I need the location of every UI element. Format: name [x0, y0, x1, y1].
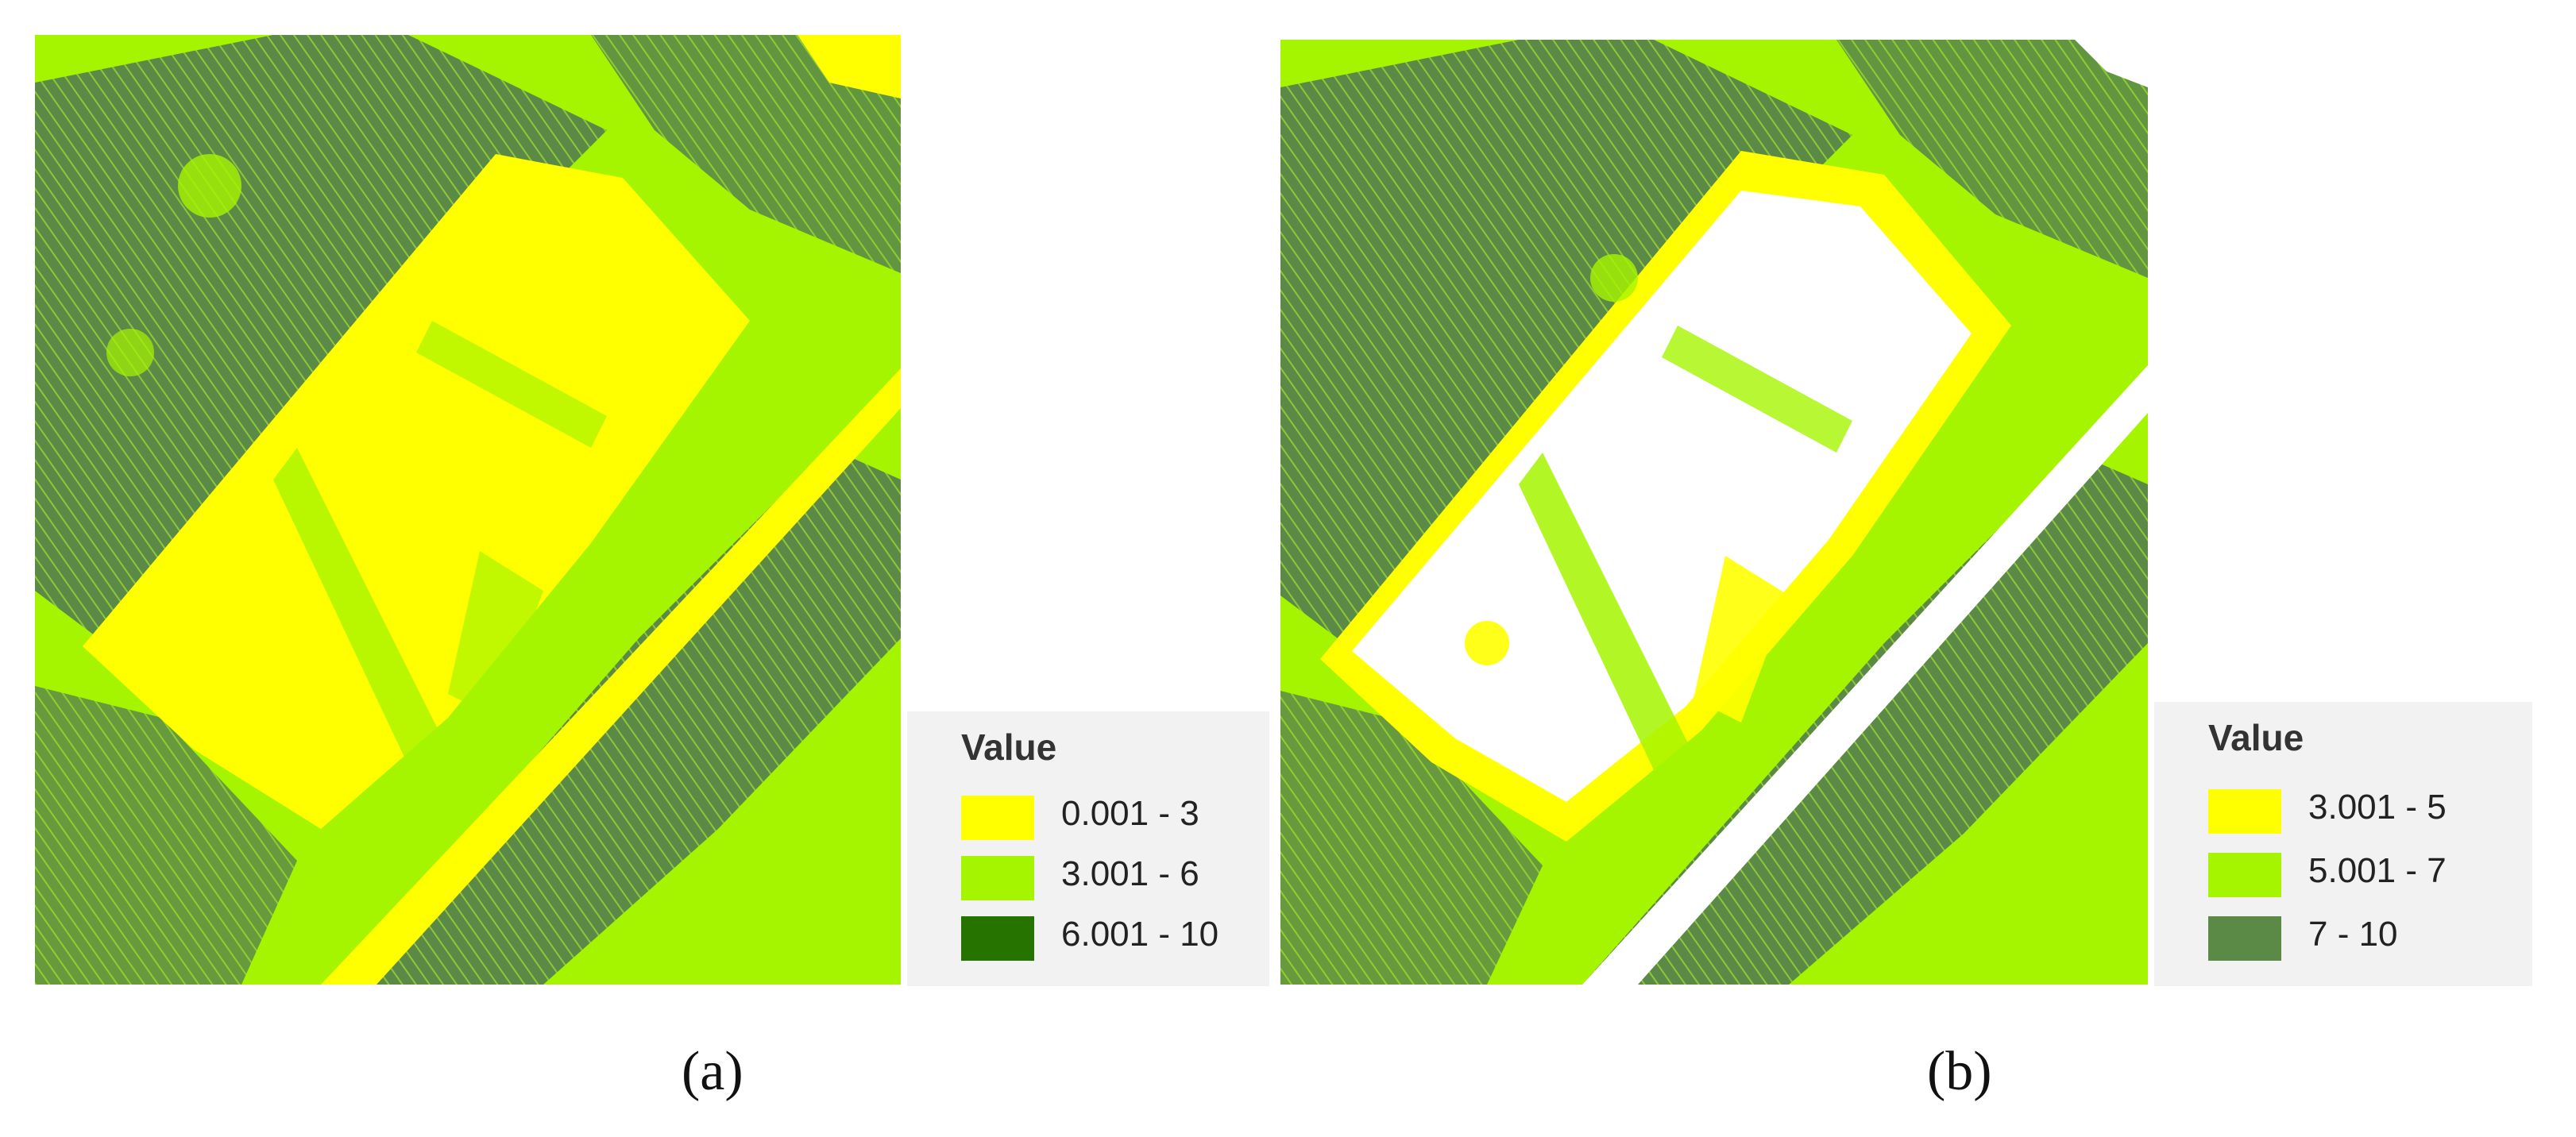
legend-swatch [961, 796, 1034, 840]
legend-swatch [961, 856, 1034, 900]
legend-title: Value [2208, 717, 2304, 758]
panel-label-a: (a) [682, 1041, 743, 1102]
legend-swatch [2208, 789, 2281, 834]
raster-map-a [35, 35, 901, 985]
legend-range-label: 3.001 - 5 [2308, 788, 2447, 827]
legend-range-label: 3.001 - 6 [1061, 854, 1199, 893]
legend-range-label: 5.001 - 7 [2308, 851, 2447, 890]
raster-map-b [1280, 40, 2148, 985]
raster-image-b [1280, 40, 2148, 985]
legend-range-label: 0.001 - 3 [1061, 794, 1199, 833]
legend-range-label: 7 - 10 [2308, 915, 2398, 954]
legend-a: Value 0.001 - 3 3.001 - 6 6.001 - 10 [907, 711, 1269, 986]
panel-label-b: (b) [1927, 1041, 1992, 1102]
legend-b: Value 3.001 - 5 5.001 - 7 7 - 10 [2154, 702, 2532, 986]
legend-swatch [961, 916, 1034, 961]
raster-image-a [35, 35, 901, 985]
legend-title: Value [961, 727, 1057, 768]
legend-range-label: 6.001 - 10 [1061, 915, 1219, 954]
legend-swatch [2208, 853, 2281, 897]
legend-swatch [2208, 916, 2281, 961]
